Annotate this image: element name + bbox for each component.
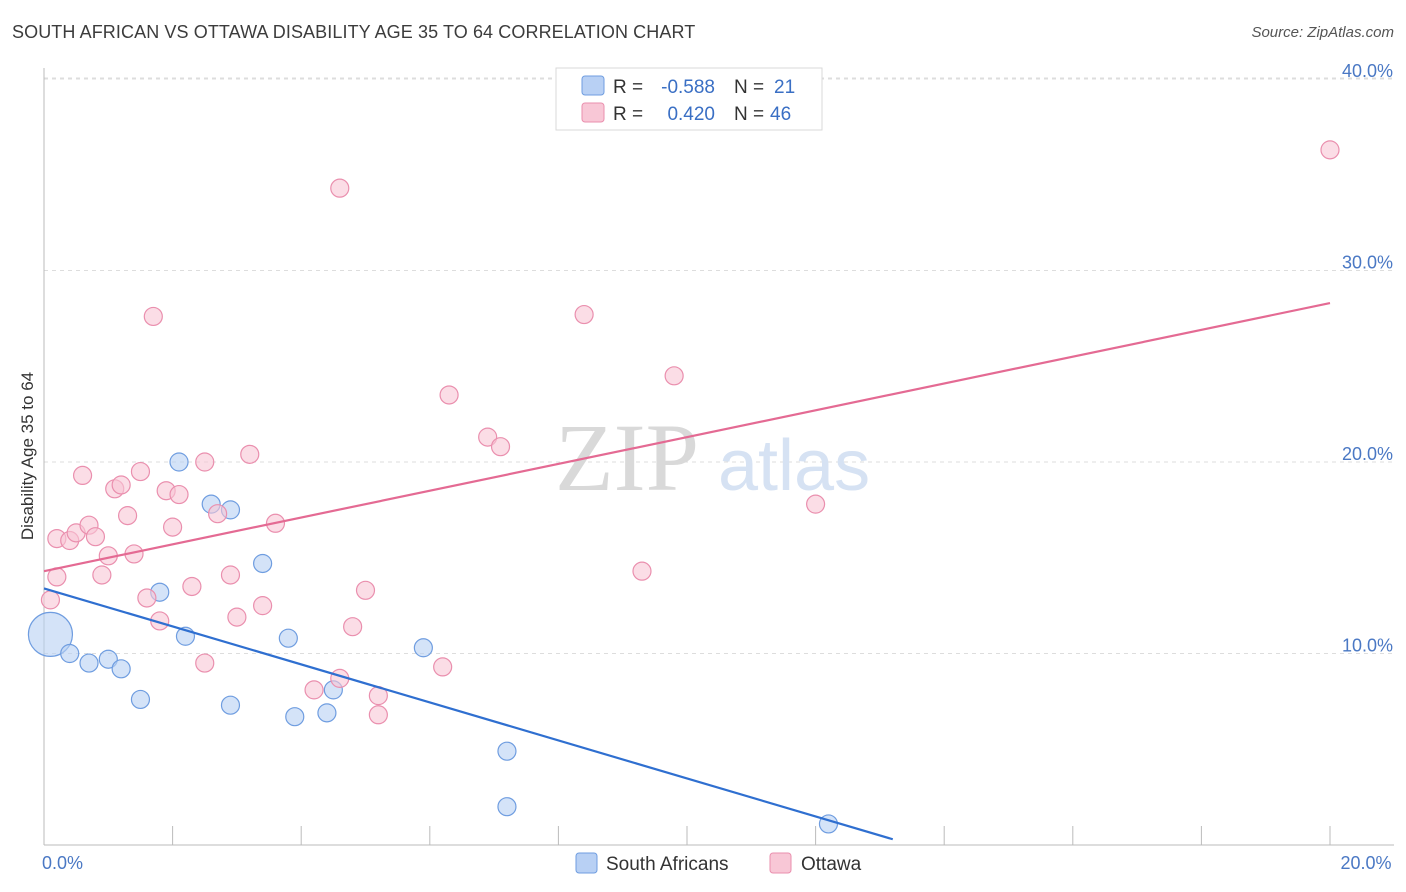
point-pink-42 xyxy=(632,561,652,581)
point-pink-34 xyxy=(355,580,376,600)
series-legend-swatch-pink xyxy=(769,852,792,874)
point-pink-25 xyxy=(220,565,241,585)
legend-n-value-1: 21 xyxy=(774,77,795,98)
chart-source: Source: ZipAtlas.com xyxy=(1251,24,1394,41)
x-tick-label-0: 0.0% xyxy=(42,853,83,873)
point-blue-19 xyxy=(497,797,517,817)
gridlines xyxy=(44,77,1394,654)
point-blue-17 xyxy=(413,638,433,658)
series-legend-swatch-blue xyxy=(575,852,598,874)
y-tick-label-3: 40.0% xyxy=(1342,61,1393,81)
y-axis-title: Disability Age 35 to 64 xyxy=(18,372,37,540)
point-pink-40 xyxy=(490,437,511,457)
point-pink-32 xyxy=(330,178,350,198)
legend-swatch-pink xyxy=(581,102,605,123)
point-blue-10 xyxy=(220,695,241,715)
point-blue-15 xyxy=(317,703,337,723)
point-blue-2 xyxy=(79,653,99,673)
point-pink-33 xyxy=(343,617,363,637)
point-blue-5 xyxy=(130,689,151,710)
point-pink-20 xyxy=(169,484,189,505)
point-pink-14 xyxy=(130,461,151,482)
tick-labels: 10.0% 20.0% 30.0% 40.0% 0.0% 20.0% xyxy=(42,61,1393,873)
point-blue-7 xyxy=(169,452,189,472)
point-pink-0 xyxy=(40,590,61,610)
point-pink-39 xyxy=(478,427,498,447)
point-pink-30 xyxy=(304,680,324,700)
point-pink-24 xyxy=(208,504,228,524)
watermark-atlas: atlas xyxy=(718,426,870,506)
chart-title: SOUTH AFRICAN VS OTTAWA DISABILITY AGE 3… xyxy=(12,22,696,42)
watermark-zip: ZIP xyxy=(555,404,699,511)
point-pink-19 xyxy=(163,517,183,537)
trend-line-blue xyxy=(43,587,894,841)
point-pink-28 xyxy=(253,596,273,616)
point-blue-12 xyxy=(253,553,273,574)
point-pink-36 xyxy=(368,705,388,725)
y-tick-label-2: 30.0% xyxy=(1342,253,1393,273)
point-pink-43 xyxy=(664,366,684,386)
legend-r-value-2: 0.420 xyxy=(667,104,715,125)
watermark: ZIP atlas xyxy=(555,404,870,511)
y-tick-label-1: 20.0% xyxy=(1342,444,1393,464)
trend-line-pink xyxy=(43,301,1331,573)
point-pink-7 xyxy=(85,527,106,547)
point-pink-21 xyxy=(182,576,202,597)
point-pink-11 xyxy=(111,475,131,495)
legend-n-label-1: N = xyxy=(734,77,764,98)
point-pink-15 xyxy=(137,588,157,608)
point-pink-23 xyxy=(195,452,215,472)
legend-r-label-1: R = xyxy=(613,77,643,98)
point-blue-1 xyxy=(60,643,80,664)
point-blue-3 xyxy=(98,649,118,669)
legend-r-value-1: -0.588 xyxy=(661,77,715,98)
axes xyxy=(43,68,1394,846)
trend-lines xyxy=(43,301,1331,841)
point-pink-45 xyxy=(1320,140,1340,160)
point-pink-41 xyxy=(574,304,594,325)
series-legend-label-pink: Ottawa xyxy=(801,854,862,875)
y-tick-label-0: 10.0% xyxy=(1342,636,1393,656)
point-pink-38 xyxy=(439,385,459,405)
point-pink-44 xyxy=(805,494,826,514)
point-blue-4 xyxy=(111,659,131,679)
point-pink-12 xyxy=(117,506,138,526)
x-tick-label-1: 20.0% xyxy=(1340,853,1391,873)
point-pink-16 xyxy=(143,306,163,327)
legend-n-label-2: N = xyxy=(734,104,764,125)
point-pink-8 xyxy=(92,565,112,585)
point-pink-37 xyxy=(433,657,453,677)
point-blue-18 xyxy=(497,741,517,761)
legend-r-label-2: R = xyxy=(613,104,643,125)
point-blue-0 xyxy=(27,611,74,657)
series-legend: South Africans Ottawa xyxy=(575,852,862,875)
point-blue-14 xyxy=(285,707,305,727)
legend: R = -0.588 N = 21 R = 0.420 N = 46 xyxy=(555,67,823,131)
point-blue-13 xyxy=(278,628,298,648)
point-pink-22 xyxy=(195,653,215,673)
series-legend-label-blue: South Africans xyxy=(606,854,729,875)
legend-swatch-blue xyxy=(581,75,605,96)
point-pink-5 xyxy=(72,465,93,486)
legend-n-value-2: 46 xyxy=(770,104,791,125)
point-pink-26 xyxy=(227,607,247,627)
point-pink-27 xyxy=(240,444,260,464)
